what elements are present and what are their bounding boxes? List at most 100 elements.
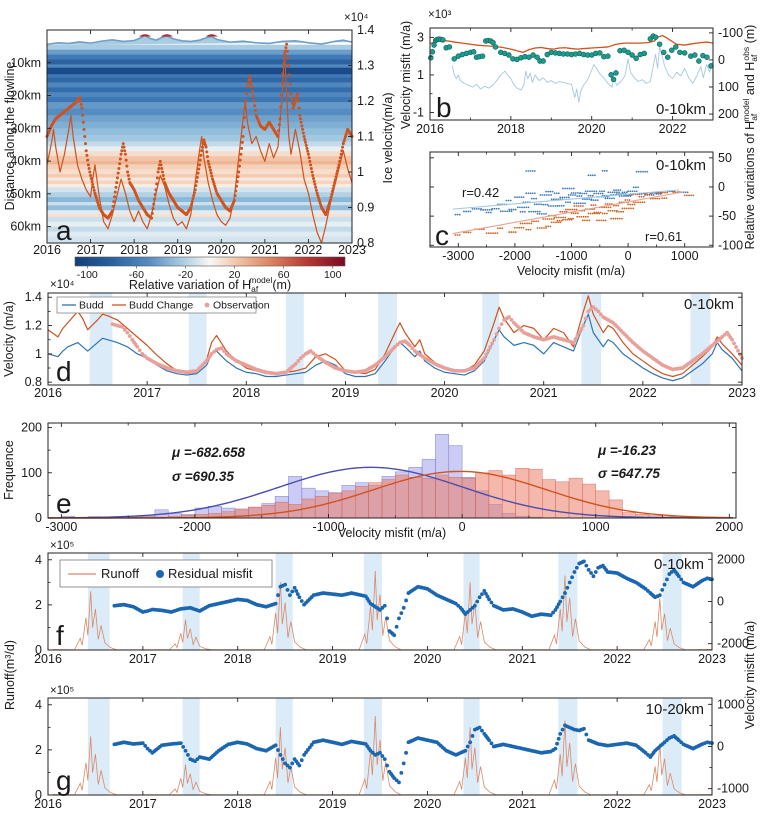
series-residual-misfit-dots — [385, 616, 390, 621]
series-misfit-vs-haf-budd-change — [567, 208, 569, 211]
panel-c-letter: c — [435, 220, 449, 251]
series-ice-velocity-observed — [328, 198, 332, 202]
series-misfit-vs-haf-budd-change — [592, 204, 595, 207]
hist-bar-budd-change-misfit-hist — [274, 501, 289, 519]
series-misfit-vs-haf-budd — [593, 190, 596, 193]
haf-variation-stripe — [47, 74, 352, 79]
melt-season-band — [482, 293, 500, 385]
series-misfit-vs-haf-budd-change — [588, 219, 591, 222]
series-misfit-vs-haf-budd-change — [587, 215, 589, 218]
series-residual-misfit-dots — [551, 610, 556, 615]
series-residual-misfit-dots — [480, 592, 484, 597]
series-ice-velocity-observed — [288, 73, 292, 77]
series-haf-obs-dots — [696, 58, 702, 64]
series-misfit-vs-haf-budd-change — [558, 219, 561, 222]
series-misfit-vs-haf-budd-change — [612, 217, 615, 220]
series-misfit-vs-haf-budd-change — [564, 208, 567, 211]
series-residual-misfit-dots — [487, 738, 491, 743]
series-ice-velocity-observed — [335, 172, 339, 176]
series-ice-velocity-observed — [240, 146, 244, 150]
series-ice-velocity-observed — [293, 101, 297, 105]
y-right-tick-label: 1.4 — [357, 23, 374, 37]
series-ice-velocity-observed — [296, 92, 300, 96]
x-tick-label: 1000 — [582, 520, 610, 534]
series-ice-velocity-observed — [335, 169, 339, 173]
melt-season-band — [188, 293, 207, 385]
series-misfit-vs-haf-budd-change — [632, 201, 635, 204]
series-observation-dots — [135, 344, 140, 349]
series-ice-velocity-observed — [340, 149, 344, 153]
series-residual-misfit-dots — [287, 765, 292, 770]
series-ice-velocity-observed — [326, 206, 330, 209]
panel-b-region-label: 0-10km — [656, 101, 706, 118]
series-misfit-vs-haf-budd — [531, 192, 534, 195]
series-observation-dots — [484, 352, 489, 357]
x-tick-label: 2016 — [416, 122, 444, 136]
series-misfit-vs-haf-budd-change — [561, 210, 564, 213]
y-tick-label: 10km — [10, 56, 41, 70]
series-ice-velocity-observed — [248, 78, 252, 82]
series-ice-velocity-observed — [235, 179, 239, 183]
series-misfit-vs-haf-budd-change — [627, 203, 629, 206]
x-tick-label: -2000 — [179, 520, 211, 534]
series-misfit-vs-haf-budd-change — [582, 215, 585, 218]
series-residual-misfit-dots — [399, 611, 404, 615]
series-misfit-vs-haf-budd-change — [611, 209, 614, 212]
series-misfit-vs-haf-budd-change — [560, 219, 563, 222]
series-misfit-vs-haf-budd — [606, 197, 609, 200]
y-right-tick-label: 0.9 — [357, 201, 374, 215]
series-ice-velocity-observed — [233, 194, 237, 198]
series-misfit-vs-haf-budd-change — [454, 234, 457, 236]
series-misfit-vs-haf-budd-change — [562, 216, 565, 219]
hist-bar-budd-change-misfit-hist — [528, 468, 543, 519]
series-ice-velocity-observed — [303, 137, 307, 141]
series-observation-dots — [140, 351, 145, 356]
series-ice-velocity-observed — [203, 140, 207, 144]
series-misfit-vs-haf-budd — [592, 199, 595, 202]
x-tick-label: 2022 — [659, 122, 687, 136]
melt-season-band — [275, 553, 293, 650]
series-ice-velocity-observed — [338, 156, 342, 160]
series-misfit-vs-haf-budd-change — [581, 219, 584, 222]
series-observation-dots — [499, 322, 504, 327]
legend-observation-dot-sample — [204, 302, 210, 308]
series-ice-velocity-observed — [87, 166, 91, 170]
series-ice-velocity-observed — [157, 166, 161, 170]
series-misfit-vs-haf-budd-change — [635, 201, 637, 204]
haf-variation-stripe — [47, 97, 352, 103]
series-misfit-vs-haf-budd-change — [469, 231, 472, 234]
series-misfit-vs-haf-budd — [560, 204, 563, 207]
series-ice-velocity-observed — [297, 106, 301, 110]
series-ice-velocity-observed — [280, 93, 284, 97]
series-ice-velocity-observed — [96, 201, 100, 205]
series-misfit-vs-haf-budd — [611, 197, 613, 200]
haf-variation-stripe — [47, 226, 352, 233]
legend-runoff-label: Runoff — [101, 566, 139, 581]
series-misfit-vs-haf-budd-change — [465, 231, 468, 234]
series-ice-velocity-observed — [284, 46, 288, 50]
series-misfit-vs-haf-budd — [576, 195, 579, 197]
hist-bar-budd-change-misfit-hist — [501, 474, 516, 519]
series-misfit-vs-haf-budd — [632, 186, 635, 189]
series-ice-velocity-observed — [160, 166, 164, 170]
series-misfit-vs-haf-budd — [531, 170, 534, 172]
series-misfit-vs-haf-budd-change — [569, 217, 572, 220]
series-misfit-vs-haf-budd — [635, 190, 638, 193]
x-tick-label: 2017 — [77, 243, 105, 257]
series-misfit-vs-haf-budd — [550, 194, 553, 196]
series-haf-obs-dots — [660, 49, 667, 56]
x-tick-label: -1000 — [313, 520, 345, 534]
series-misfit-vs-haf-budd — [565, 196, 568, 199]
haf-variation-stripe — [47, 202, 352, 206]
series-haf-obs-dots — [692, 52, 698, 58]
x-tick-label: 2016 — [34, 386, 62, 400]
series-ice-velocity-observed — [304, 143, 308, 147]
series-misfit-vs-haf-budd — [499, 210, 502, 213]
series-misfit-vs-haf-budd — [528, 210, 530, 213]
series-misfit-vs-haf-budd — [601, 169, 604, 172]
correlation-budd-change: r=0.61 — [645, 229, 682, 244]
series-misfit-vs-haf-budd — [547, 205, 550, 207]
series-residual-misfit-dots — [477, 595, 482, 600]
series-misfit-vs-haf-budd — [547, 190, 550, 193]
y-tick-label: 0 — [35, 788, 42, 802]
